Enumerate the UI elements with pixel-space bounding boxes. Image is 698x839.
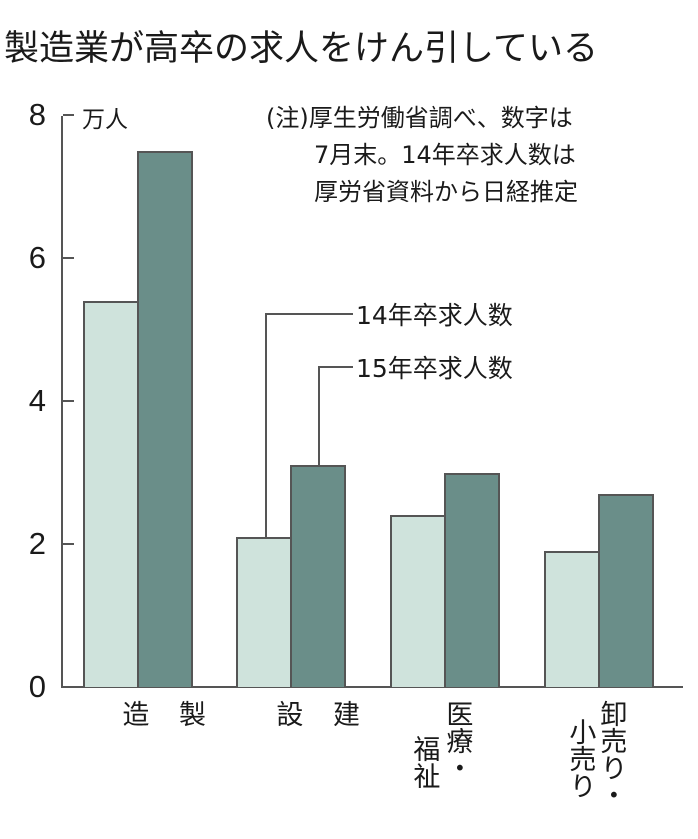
y-axis-line [61, 116, 63, 688]
y-tick-label: 4 [28, 383, 46, 418]
y-tick-mark [63, 543, 74, 545]
bar-14-2 [390, 515, 446, 687]
bar-14-0 [83, 300, 139, 687]
x-axis-line [61, 686, 683, 688]
x-category-label: 福祉 [408, 735, 440, 789]
x-category-label: 製 造 [117, 700, 206, 727]
legend-leader-14-h [265, 313, 353, 315]
bar-15-1 [290, 465, 346, 687]
y-tick-label: 2 [28, 526, 46, 561]
y-tick-label: 0 [28, 669, 46, 704]
y-tick-label: 6 [28, 240, 46, 275]
y-tick-mark [63, 114, 74, 116]
legend-label-15: 15年卒求人数 [356, 354, 513, 383]
y-tick-label: 8 [28, 97, 46, 132]
legend-label-14: 14年卒求人数 [356, 301, 513, 330]
bar-14-1 [236, 536, 292, 687]
bar-14-3 [544, 551, 600, 687]
legend-leader-15-h [318, 366, 353, 368]
y-tick-mark [63, 400, 74, 402]
x-category-label: 建 設 [271, 700, 360, 727]
bar-15-3 [598, 493, 654, 687]
x-category-label: 卸売り・ [595, 700, 627, 808]
legend-leader-15 [318, 366, 320, 467]
chart-title: 製造業が高卒の求人をけん引している [4, 29, 598, 69]
x-category-label: 医療・ [441, 700, 473, 781]
bar-15-2 [444, 472, 500, 687]
y-axis-unit: 万人 [82, 107, 128, 133]
bar-15-0 [137, 150, 193, 687]
x-category-label: 小売り [564, 718, 596, 799]
source-note: (注)厚生労働省調べ、数字は 7月末。14年卒求人数は 厚労省資料から日経推定 [266, 104, 578, 206]
y-tick-mark [63, 257, 74, 259]
legend-leader-14 [265, 313, 267, 538]
